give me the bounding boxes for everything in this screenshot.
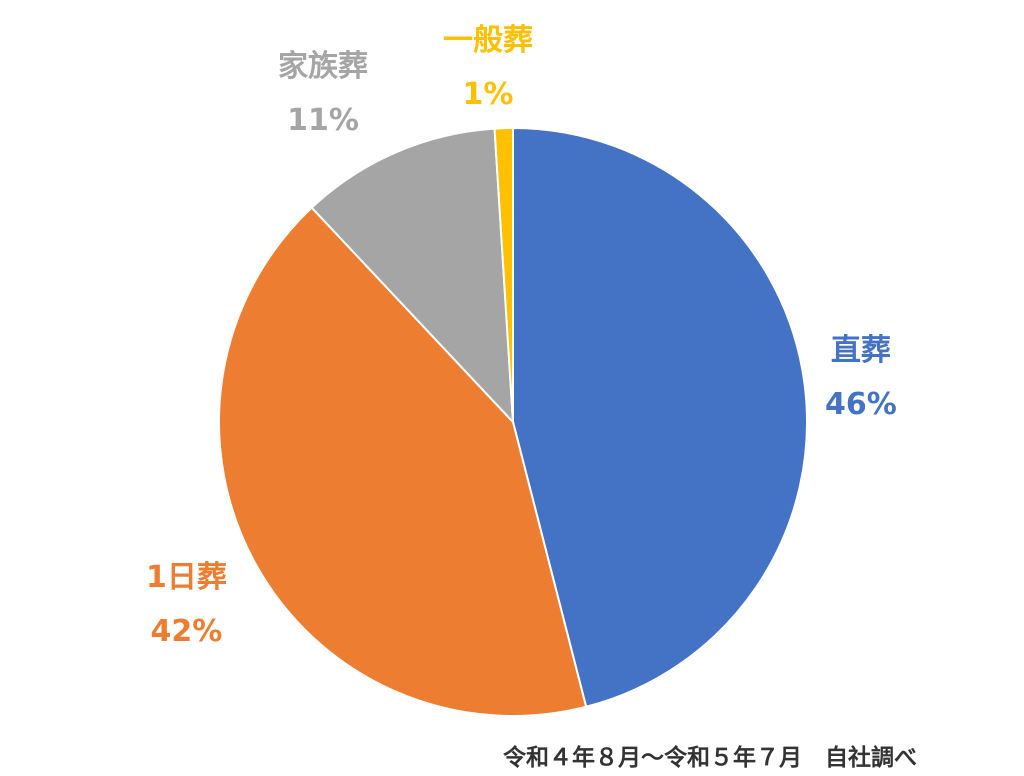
slice-pct-ichinichisou: 42% bbox=[150, 614, 223, 649]
slice-name-chokusou: 直葬 bbox=[830, 333, 891, 368]
label-kazokusou: 家族葬 11% bbox=[278, 52, 368, 136]
slice-name-kazokusou: 家族葬 bbox=[278, 49, 368, 84]
label-chokusou: 直葬 46% bbox=[825, 336, 897, 420]
slice-name-ippansou: 一般葬 bbox=[443, 23, 533, 58]
slice-pct-chokusou: 46% bbox=[825, 387, 897, 422]
label-ichinichisou: 1日葬 42% bbox=[146, 563, 227, 647]
slice-pct-ippansou: 1% bbox=[462, 77, 514, 112]
slice-ichinichisou bbox=[218, 206, 588, 717]
slice-ippansou bbox=[493, 126, 514, 423]
slice-kazokusou bbox=[310, 127, 515, 425]
slice-name-ichinichisou: 1日葬 bbox=[146, 560, 227, 595]
label-ippansou: 一般葬 1% bbox=[443, 26, 533, 110]
source-note: 令和４年８月～令和５年７月 自社調べ bbox=[503, 745, 917, 771]
slice-chokusou bbox=[512, 126, 808, 708]
slice-pct-kazokusou: 11% bbox=[287, 103, 359, 138]
